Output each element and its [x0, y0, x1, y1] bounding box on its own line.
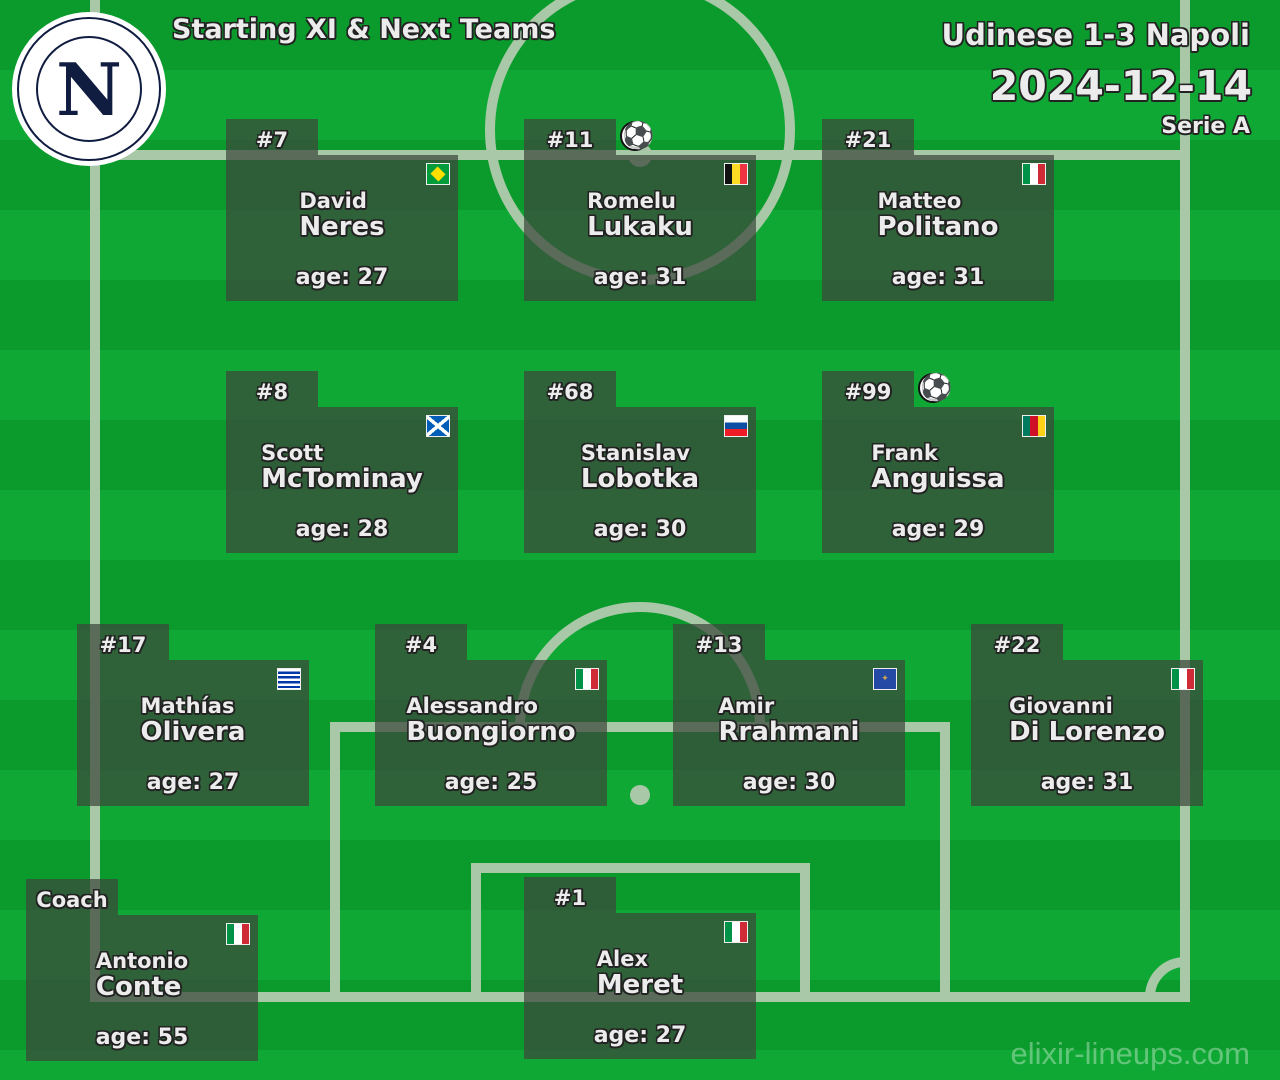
- card-body: Giovanni Di Lorenzo age: 31: [971, 660, 1203, 806]
- napoli-logo: N: [12, 12, 166, 166]
- player-card: #68 Stanislav Lobotka age: 30: [524, 371, 756, 553]
- player-card: #13 ✦ Amir Rrahmani age: 30: [673, 624, 905, 806]
- italy-flag-icon: [1022, 163, 1046, 185]
- player-card: #8 Scott McTominay age: 28: [226, 371, 458, 553]
- last-name: Di Lorenzo: [1009, 717, 1165, 747]
- age: age: 25: [444, 770, 538, 795]
- card-body: Matteo Politano age: 31: [822, 155, 1054, 301]
- shirt-number: #17: [77, 624, 169, 660]
- age: age: 31: [891, 265, 985, 290]
- player-card: #7 David Neres age: 27: [226, 119, 458, 301]
- page-title: Starting XI & Next Teams: [172, 14, 556, 45]
- first-name: David: [299, 189, 367, 213]
- shirt-number: #11: [524, 119, 616, 155]
- shirt-number: #68: [524, 371, 616, 407]
- shirt-number: #21: [822, 119, 914, 155]
- italy-flag-icon: [1171, 668, 1195, 690]
- first-name: Giovanni: [1009, 694, 1113, 718]
- cameroon-flag-icon: [1022, 415, 1046, 437]
- age: age: 27: [295, 265, 389, 290]
- last-name: Buongiorno: [406, 717, 576, 747]
- last-name: Anguissa: [871, 464, 1005, 494]
- player-card: #99 ⚽ Frank Anguissa age: 29: [822, 371, 1054, 553]
- italy-flag-icon: [724, 921, 748, 943]
- belgium-flag-icon: [724, 163, 748, 185]
- last-name: Rrahmani: [718, 717, 860, 747]
- age: age: 27: [146, 770, 240, 795]
- coach-card: Coach Antonio Conte age: 55: [26, 879, 258, 1061]
- age: age: 30: [593, 517, 687, 542]
- logo-letter: N: [36, 36, 142, 142]
- first-name: Stanislav: [580, 441, 690, 465]
- watermark: elixir-lineups.com: [1010, 1036, 1250, 1071]
- player-card: #4 Alessandro Buongiorno age: 25: [375, 624, 607, 806]
- last-name: Lukaku: [587, 212, 693, 242]
- match-result: Udinese 1-3 Napoli: [941, 18, 1250, 52]
- kosovo-flag-icon: ✦: [873, 668, 897, 690]
- age: age: 27: [593, 1023, 687, 1048]
- italy-flag-icon: [226, 923, 250, 945]
- uruguay-flag-icon: [277, 668, 301, 690]
- card-body: Frank Anguissa age: 29: [822, 407, 1054, 553]
- age: age: 29: [891, 517, 985, 542]
- last-name: Neres: [299, 212, 385, 242]
- card-body: Romelu Lukaku age: 31: [524, 155, 756, 301]
- shirt-number: #4: [375, 624, 467, 660]
- age: age: 55: [95, 1025, 189, 1050]
- first-name: Romelu: [587, 189, 677, 213]
- player-card: #21 Matteo Politano age: 31: [822, 119, 1054, 301]
- age: age: 31: [1040, 770, 1134, 795]
- first-name: Matteo: [877, 189, 962, 213]
- scotland-flag-icon: [426, 415, 450, 437]
- competition: Serie A: [1161, 114, 1250, 139]
- card-body: Stanislav Lobotka age: 30: [524, 407, 756, 553]
- age: age: 31: [593, 265, 687, 290]
- player-card: #22 Giovanni Di Lorenzo age: 31: [971, 624, 1203, 806]
- last-name: McTominay: [261, 464, 423, 494]
- age: age: 30: [742, 770, 836, 795]
- card-body: Alex Meret age: 27: [524, 913, 756, 1059]
- shirt-number: #99: [822, 371, 914, 407]
- last-name: Meret: [596, 970, 684, 1000]
- shirt-number: #8: [226, 371, 318, 407]
- first-name: Alex: [596, 947, 649, 971]
- shirt-number: #7: [226, 119, 318, 155]
- last-name: Lobotka: [580, 464, 700, 494]
- goal-ball-icon: ⚽: [620, 121, 655, 151]
- goal-ball-icon: ⚽: [918, 373, 953, 403]
- player-card: #17 Mathías Olivera age: 27: [77, 624, 309, 806]
- shirt-number: #13: [673, 624, 765, 660]
- shirt-number: Coach: [26, 879, 118, 915]
- card-body: Mathías Olivera age: 27: [77, 660, 309, 806]
- italy-flag-icon: [575, 668, 599, 690]
- first-name: Alessandro: [406, 694, 538, 718]
- first-name: Frank: [871, 441, 938, 465]
- player-card: #11 ⚽ Romelu Lukaku age: 31: [524, 119, 756, 301]
- card-body: ✦ Amir Rrahmani age: 30: [673, 660, 905, 806]
- first-name: Antonio: [95, 949, 189, 973]
- brazil-flag-icon: [426, 163, 450, 185]
- last-name: Politano: [877, 212, 999, 242]
- shirt-number: #22: [971, 624, 1063, 660]
- slovakia-flag-icon: [724, 415, 748, 437]
- shirt-number: #1: [524, 877, 616, 913]
- first-name: Scott: [261, 441, 324, 465]
- last-name: Conte: [95, 972, 182, 1002]
- match-date: 2024-12-14: [989, 62, 1252, 110]
- card-body: Scott McTominay age: 28: [226, 407, 458, 553]
- player-card: #1 Alex Meret age: 27: [524, 877, 756, 1059]
- first-name: Amir: [718, 694, 775, 718]
- card-body: David Neres age: 27: [226, 155, 458, 301]
- last-name: Olivera: [140, 717, 246, 747]
- card-body: Alessandro Buongiorno age: 25: [375, 660, 607, 806]
- age: age: 28: [295, 517, 389, 542]
- card-body: Antonio Conte age: 55: [26, 915, 258, 1061]
- first-name: Mathías: [140, 694, 235, 718]
